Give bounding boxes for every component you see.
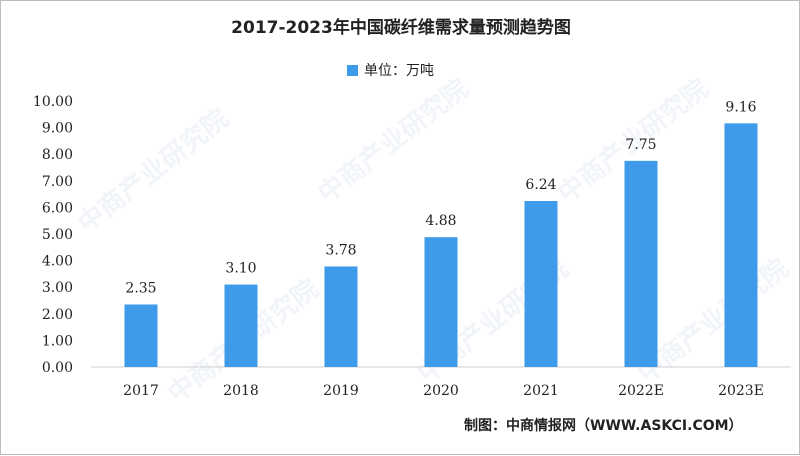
y-tick-label: 5.00	[42, 227, 73, 243]
y-tick-label: 6.00	[42, 200, 73, 216]
bar	[324, 266, 358, 367]
y-tick-label: 2.00	[42, 307, 73, 323]
bar	[524, 201, 558, 367]
data-label: 4.88	[425, 213, 456, 229]
chart-legend: 单位：万吨	[347, 61, 434, 79]
y-tick-label: 10.00	[33, 94, 73, 110]
bar	[224, 284, 258, 367]
x-tick-label: 2019	[323, 383, 359, 399]
bar	[624, 160, 658, 367]
x-tick-label: 2023E	[718, 383, 764, 399]
y-tick-label: 3.00	[42, 280, 73, 296]
chart-title: 2017-2023年中国碳纤维需求量预测趋势图	[231, 18, 571, 38]
x-tick-label: 2022E	[618, 383, 664, 399]
y-tick-label: 9.00	[42, 121, 73, 137]
data-label: 7.75	[625, 137, 656, 153]
data-label: 3.78	[325, 242, 356, 258]
data-label: 6.24	[525, 177, 556, 193]
source-note: 制图：中商情报网（WWW.ASKCI.COM）	[464, 418, 743, 434]
y-tick-label: 7.00	[42, 174, 73, 190]
x-tick-label: 2017	[123, 383, 159, 399]
y-tick-label: 8.00	[42, 147, 73, 163]
legend-swatch	[347, 64, 358, 76]
data-label: 3.10	[225, 261, 256, 277]
y-tick-label: 0.00	[42, 360, 73, 376]
bar	[724, 123, 758, 368]
x-tick-label: 2020	[423, 383, 459, 399]
y-tick-label: 1.00	[42, 333, 73, 349]
x-tick-label: 2021	[523, 383, 559, 399]
y-tick-label: 4.00	[42, 254, 73, 270]
x-tick-label: 2018	[223, 383, 259, 399]
bar	[124, 304, 158, 367]
data-label: 9.16	[725, 99, 756, 115]
bar	[424, 237, 458, 367]
legend-label: 单位：万吨	[364, 63, 434, 79]
data-label: 2.35	[125, 280, 156, 296]
